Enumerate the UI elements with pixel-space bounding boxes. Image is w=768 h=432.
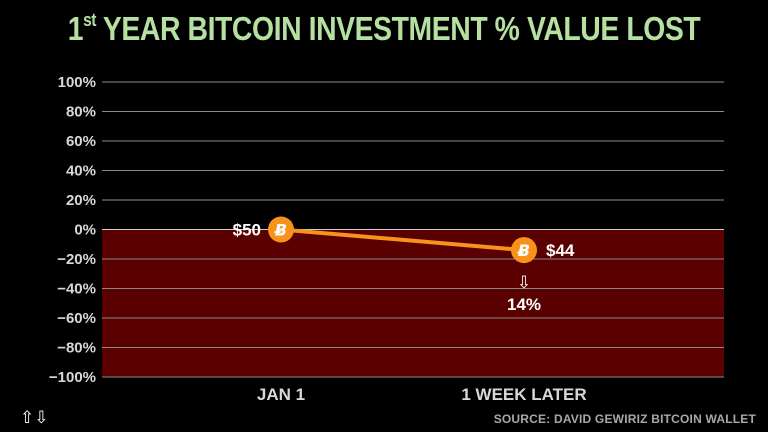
y-tick-label: 0% [74,222,96,239]
x-category-label: 1 WEEK LATER [461,385,586,404]
series-line [279,227,526,253]
loss-region [102,229,724,377]
y-tick-label: 100% [58,74,96,91]
y-tick-label: 20% [66,192,96,209]
title-text: YEAR BITCOIN INVESTMENT % VALUE LOST [102,10,701,47]
up-down-arrows-icon[interactable]: ⇧⇩ [20,408,49,428]
title-ordinal-suffix: st [83,10,96,30]
y-tick-label: −100% [49,369,96,386]
y-tick-label: −40% [57,281,96,298]
bitcoin-symbol: Ƀ [517,241,530,260]
source-caption: SOURCE: DAVID GEWIRIZ BITCOIN WALLET [493,412,756,426]
y-tick-label: −80% [57,340,96,357]
x-category-label: JAN 1 [257,385,305,404]
title-ordinal: 1 [67,10,84,47]
chart-title: 1st YEAR BITCOIN INVESTMENT % VALUE LOST [54,10,714,48]
y-tick-label: 60% [66,133,96,150]
y-tick-label: −20% [57,251,96,268]
y-tick-label: 80% [66,104,96,121]
loss-percent-annotation: 14% [507,295,541,314]
point-label: $50 [233,221,261,240]
y-tick-label: 40% [66,163,96,180]
down-arrow-icon: ⇩ [517,273,531,293]
bitcoin-icon [511,237,537,264]
bitcoin-icon [268,216,294,243]
point-label: $44 [546,241,575,260]
y-tick-label: −60% [57,310,96,327]
bitcoin-symbol: Ƀ [274,221,287,240]
